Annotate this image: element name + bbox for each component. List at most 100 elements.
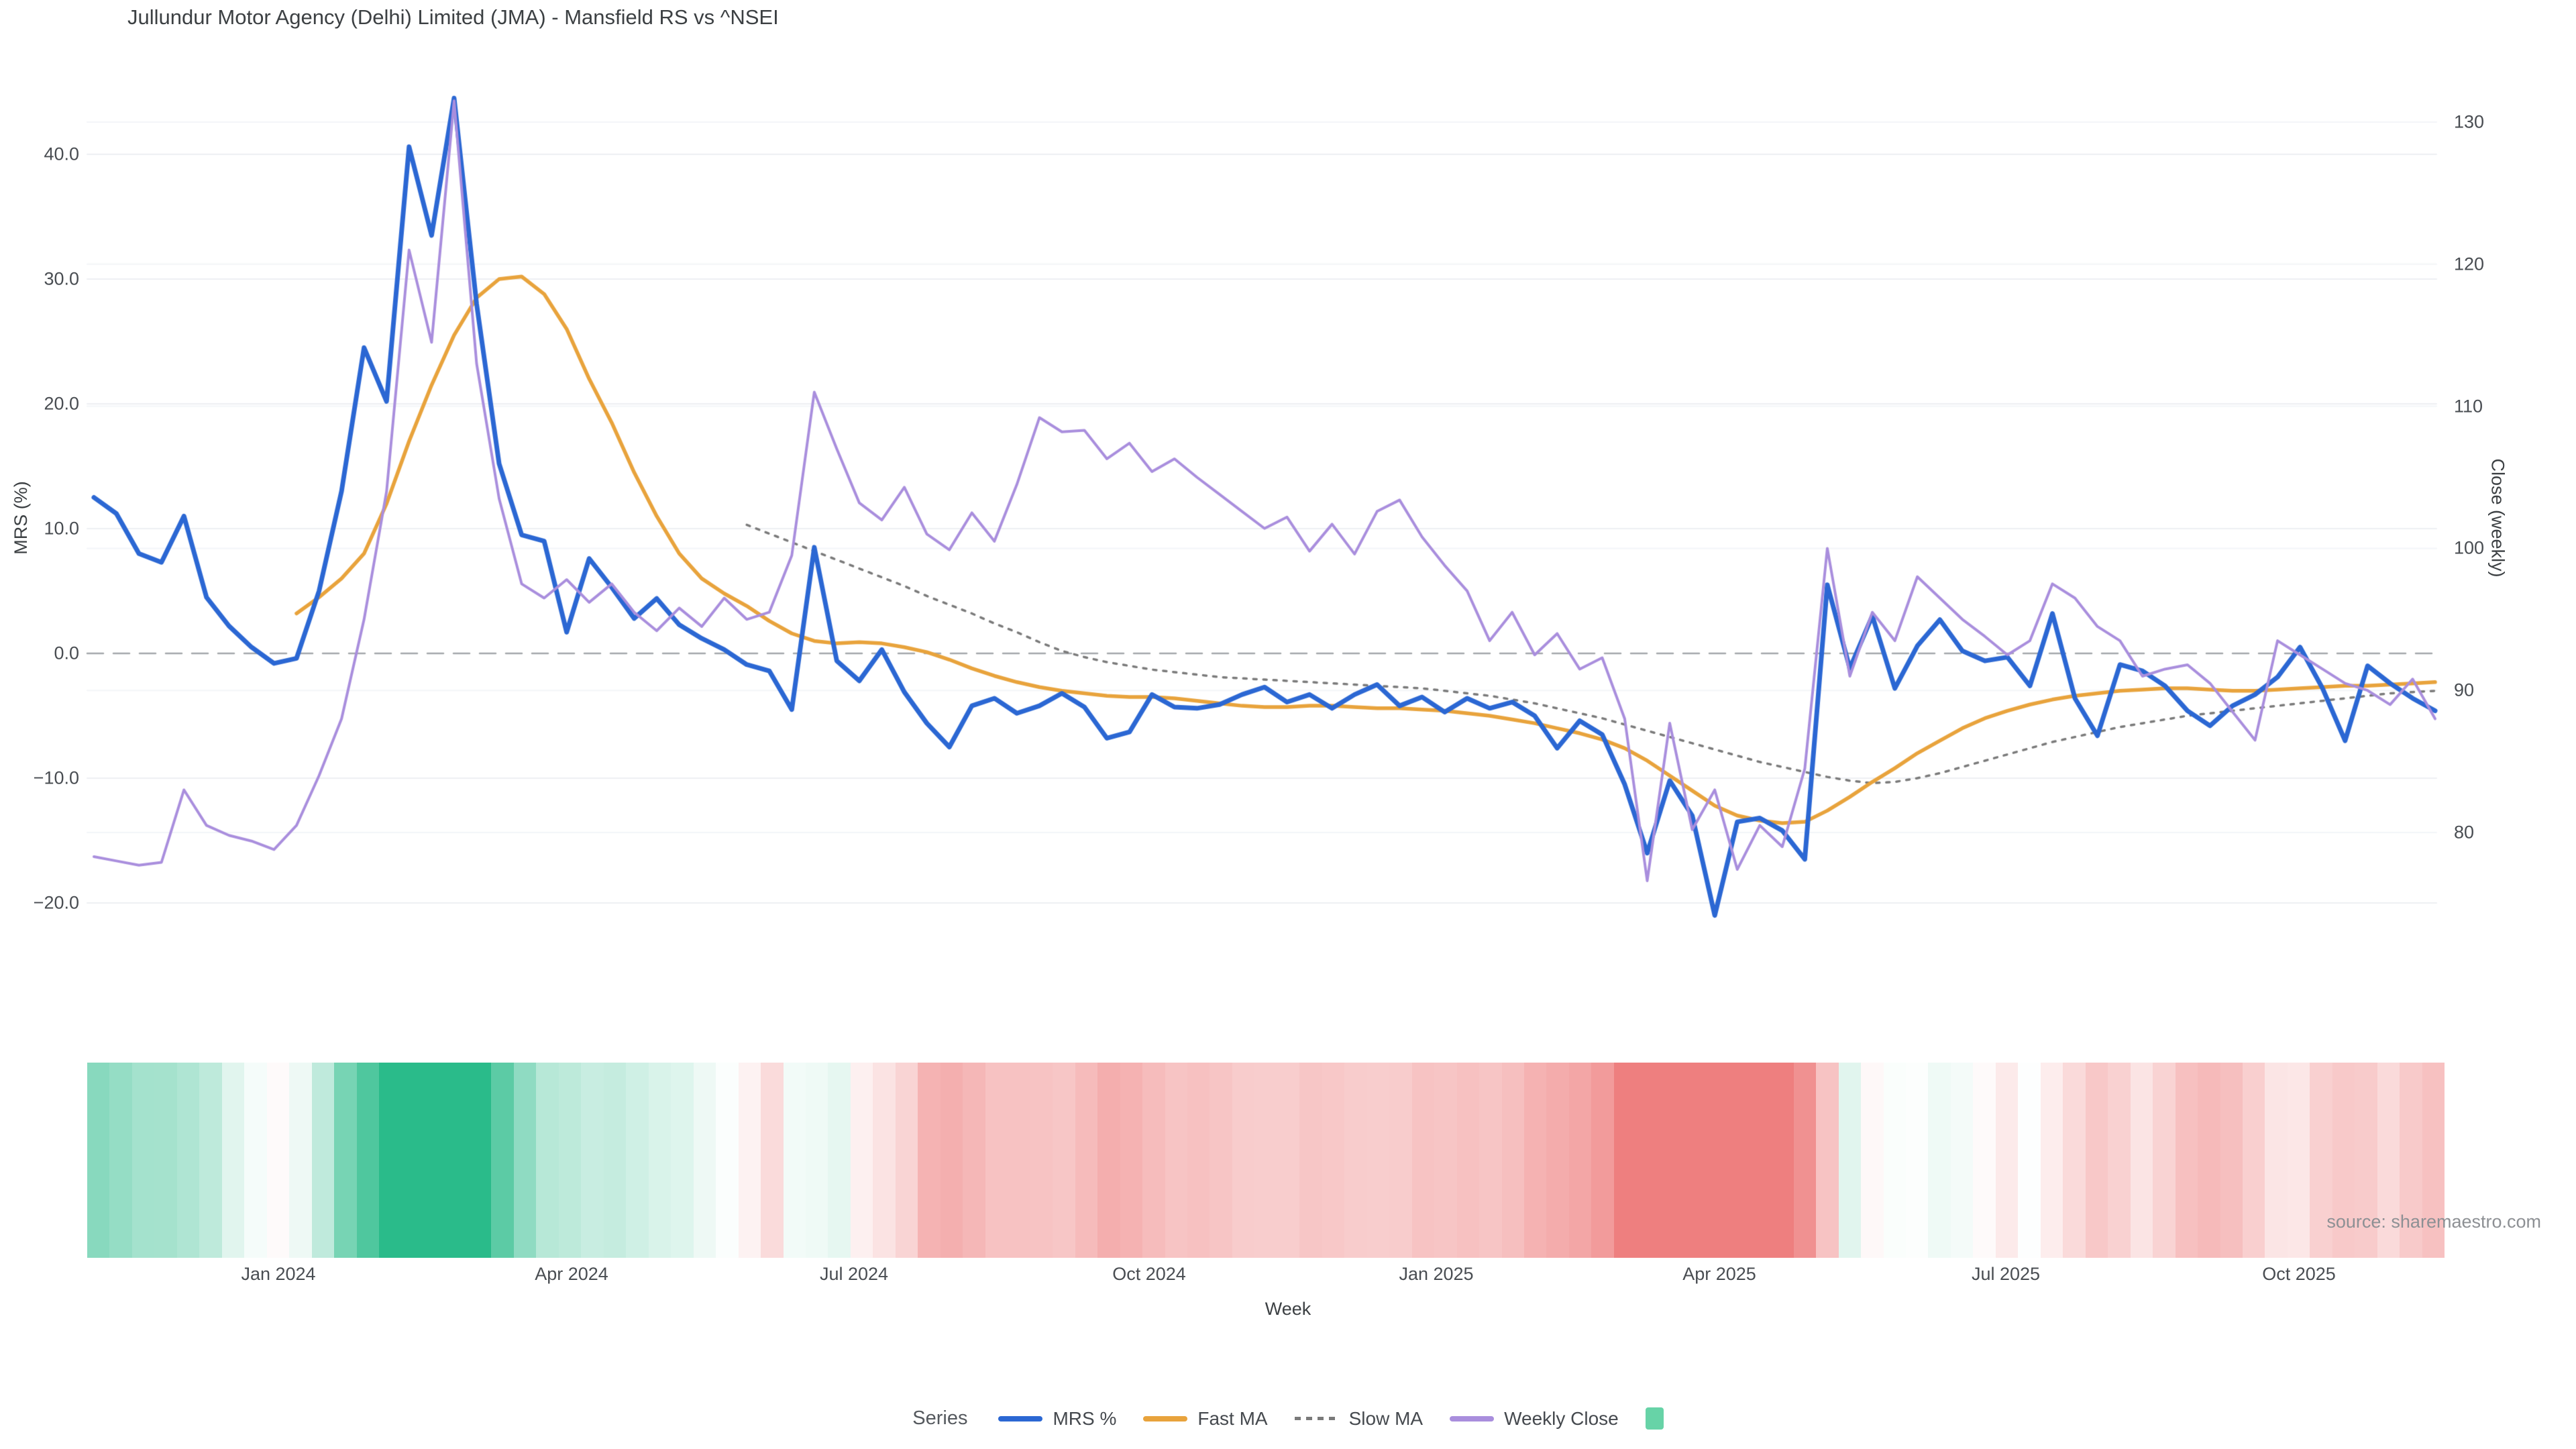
legend-swatch <box>998 1415 1043 1421</box>
right-axis-title: Close (weekly) <box>2487 458 2508 578</box>
heatmap-cell <box>131 1063 155 1258</box>
heatmap-cell <box>1434 1063 1457 1258</box>
heatmap-cell <box>603 1063 627 1258</box>
heatmap-cell <box>806 1063 828 1258</box>
right-axis-tick: 80 <box>2454 822 2475 843</box>
heatmap-cell <box>1501 1063 1524 1258</box>
left-axis-title: MRS (%) <box>11 481 31 555</box>
heatmap-cell <box>2198 1063 2220 1258</box>
heatmap-cell <box>2040 1063 2063 1258</box>
x-axis-tick: Oct 2025 <box>2262 1264 2336 1284</box>
heatmap-cell <box>1883 1063 1906 1258</box>
x-axis-tick: Apr 2024 <box>535 1264 608 1284</box>
heatmap-cell <box>2310 1063 2332 1258</box>
legend-item-fast-ma[interactable]: Fast MA <box>1143 1407 1268 1430</box>
heatmap-cell <box>1905 1063 1929 1258</box>
source-attribution: source: sharemaestro.com <box>2326 1212 2541 1232</box>
heatmap-cell <box>1008 1063 1030 1258</box>
heatmap-cell <box>1456 1063 1480 1258</box>
heatmap-cell <box>1165 1063 1187 1258</box>
heatmap-cell <box>536 1063 559 1258</box>
heatmap-cell <box>87 1063 110 1258</box>
heatmap-cell <box>289 1063 312 1258</box>
heatmap-cell <box>424 1063 447 1258</box>
heatmap-cell <box>1187 1063 1210 1258</box>
heatmap-cell <box>1726 1063 1749 1258</box>
legend-item-heatmap[interactable] <box>1645 1407 1664 1430</box>
heatmap-cell <box>1097 1063 1120 1258</box>
heatmap-cell <box>401 1063 425 1258</box>
heatmap-cell <box>985 1063 1008 1258</box>
heatmap-cell <box>2220 1063 2243 1258</box>
heatmap-cell <box>1568 1063 1592 1258</box>
heatmap-cell <box>2153 1063 2176 1258</box>
legend-item-label: Fast MA <box>1197 1407 1268 1429</box>
x-axis-tick: Apr 2025 <box>1682 1264 1756 1284</box>
heatmap-cell <box>716 1063 739 1258</box>
heatmap-cell <box>671 1063 694 1258</box>
heatmap-cell <box>1210 1063 1232 1258</box>
right-axis-tick: 100 <box>2454 537 2485 558</box>
legend-item-mrs-[interactable]: MRS % <box>998 1408 1116 1430</box>
heatmap-cell <box>244 1063 267 1258</box>
legend-swatch <box>1143 1415 1188 1421</box>
heatmap-cell <box>1053 1063 1075 1258</box>
legend-item-slow-ma[interactable]: Slow MA <box>1294 1407 1424 1430</box>
heatmap-cell <box>2108 1063 2131 1258</box>
left-axis-tick: −20.0 <box>33 892 79 913</box>
heatmap-cell <box>761 1063 784 1258</box>
x-axis-tick: Jul 2024 <box>819 1264 889 1284</box>
heatmap-cell <box>1075 1063 1098 1258</box>
heatmap-cell <box>963 1063 985 1258</box>
heatmap-cell <box>1950 1063 1974 1258</box>
left-axis-tick: 40.0 <box>44 144 79 164</box>
heatmap-cell <box>1703 1063 1727 1258</box>
heatmap-cell <box>311 1063 335 1258</box>
heatmap-cell <box>356 1063 380 1258</box>
heatmap-cell <box>1816 1063 1839 1258</box>
heatmap-cell <box>2130 1063 2153 1258</box>
x-axis-title: Week <box>1265 1299 1311 1319</box>
heatmap-cell <box>1142 1063 1165 1258</box>
heatmap-cell <box>1546 1063 1569 1258</box>
heatmap-cell <box>176 1063 200 1258</box>
heatmap-cell <box>221 1063 245 1258</box>
heatmap-cell <box>1681 1063 1704 1258</box>
heatmap-cell <box>1277 1063 1300 1258</box>
legend-item-label: Slow MA <box>1348 1407 1424 1429</box>
right-axis-tick: 90 <box>2454 680 2475 700</box>
legend-swatch <box>1645 1407 1664 1430</box>
legend-item-weekly-close[interactable]: Weekly Close <box>1450 1408 1619 1430</box>
heatmap-cell <box>1771 1063 1794 1258</box>
heatmap-cell <box>2063 1063 2086 1258</box>
legend-title: Series <box>912 1407 968 1429</box>
left-axis-tick: 20.0 <box>44 393 79 414</box>
right-axis-tick: 130 <box>2454 111 2485 132</box>
chart-legend: Series MRS % Fast MA Slow MA Weekly Close <box>0 1407 2576 1430</box>
x-axis-tick: Jul 2025 <box>1971 1264 2041 1284</box>
x-axis-tick: Oct 2024 <box>1112 1264 1186 1284</box>
legend-swatch <box>1294 1417 1339 1420</box>
heatmap-cell <box>1524 1063 1547 1258</box>
heatmap-cell <box>1479 1063 1502 1258</box>
heatmap-cell <box>1838 1063 1862 1258</box>
heatmap-cell <box>109 1063 132 1258</box>
left-axis-tick: 30.0 <box>44 268 79 289</box>
left-axis-tick: −10.0 <box>33 767 79 788</box>
heatmap-cell <box>2377 1063 2400 1258</box>
heatmap-cell <box>918 1063 941 1258</box>
heatmap-cell <box>1658 1063 1682 1258</box>
heatmap-cell <box>1030 1063 1053 1258</box>
heatmap-cell <box>2400 1063 2422 1258</box>
heatmap-cell <box>2355 1063 2377 1258</box>
heatmap-cell <box>2287 1063 2310 1258</box>
heatmap-cell <box>895 1063 918 1258</box>
heatmap-cell <box>334 1063 357 1258</box>
heatmap-cell <box>2085 1063 2108 1258</box>
heatmap-cell <box>513 1063 537 1258</box>
legend-item-label: Weekly Close <box>1504 1407 1619 1429</box>
heatmap-cell <box>1636 1063 1659 1258</box>
legend-item-label: MRS % <box>1053 1407 1117 1429</box>
heatmap-cell <box>379 1063 402 1258</box>
